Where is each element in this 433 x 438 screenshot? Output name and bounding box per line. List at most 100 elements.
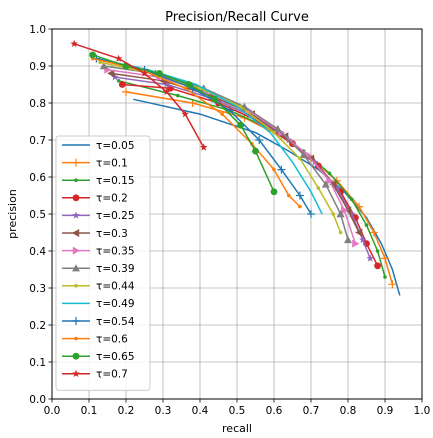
data-point <box>70 39 78 48</box>
legend-item: τ=0.54 <box>62 316 135 328</box>
data-point <box>238 104 243 109</box>
legend-item: τ=0.3 <box>62 228 128 240</box>
y-tick-label: 0.6 <box>29 172 46 184</box>
series-line <box>125 91 394 285</box>
y-axis-label: precision <box>6 189 19 239</box>
data-point <box>326 176 334 185</box>
data-point <box>98 60 102 65</box>
data-point <box>331 212 336 216</box>
legend: τ=0.05 τ=0.1 τ=0.15 τ=0.2 τ=0.25 τ=0.3 τ=0.35 τ… <box>55 135 151 391</box>
legend-item: τ=0.05 <box>62 140 135 152</box>
data-point <box>383 275 387 279</box>
x-tick-label: 1.0 <box>414 405 431 417</box>
data-point <box>99 62 108 70</box>
x-tick-label: 0.4 <box>192 405 209 417</box>
data-point <box>316 186 321 190</box>
legend-item: τ=0.65 <box>62 351 135 363</box>
x-axis-label: recall <box>222 422 252 433</box>
data-point <box>381 254 389 263</box>
data-point <box>116 79 121 83</box>
legend-marker <box>72 194 80 202</box>
legend-label: τ=0.2 <box>96 193 128 205</box>
data-point <box>374 262 381 270</box>
x-tick-label: 0.2 <box>118 405 135 417</box>
series-12 <box>90 56 302 209</box>
legend-label: τ=0.39 <box>96 263 135 275</box>
series-line <box>92 54 275 193</box>
legend-item: τ=0.44 <box>62 281 135 293</box>
legend-item: τ=0.2 <box>62 193 128 205</box>
data-point <box>118 81 126 88</box>
data-point <box>140 69 149 77</box>
x-tick-label: 0.3 <box>155 405 172 417</box>
legend-item: τ=0.49 <box>62 298 135 310</box>
data-point <box>162 80 171 88</box>
data-point <box>199 143 208 151</box>
data-point <box>347 210 356 218</box>
data-point <box>237 121 245 129</box>
x-tick-label: 0.6 <box>266 405 283 417</box>
series-line <box>92 57 301 208</box>
data-point <box>107 69 115 78</box>
legend-item: τ=0.15 <box>62 175 135 187</box>
series-line <box>96 57 312 215</box>
data-point <box>336 210 345 218</box>
legend-label: τ=0.15 <box>96 175 135 187</box>
data-point <box>183 86 187 90</box>
x-tick-label: 0.1 <box>81 405 98 417</box>
data-point <box>375 249 380 253</box>
data-point <box>359 235 367 244</box>
legend-label: τ=0.44 <box>96 281 135 293</box>
data-point <box>333 184 341 192</box>
legend-marker <box>74 284 78 288</box>
legend-item: τ=0.25 <box>62 210 135 222</box>
data-point <box>114 54 123 62</box>
legend-marker <box>74 178 78 182</box>
legend-item: τ=0.7 <box>62 369 128 381</box>
data-point <box>255 136 264 144</box>
data-point <box>270 188 278 196</box>
legend-marker <box>72 246 80 255</box>
legend-marker <box>72 211 80 219</box>
legend-item: τ=0.39 <box>62 263 135 275</box>
data-point <box>352 239 360 248</box>
legend-label: τ=0.49 <box>96 298 135 310</box>
legend-label: τ=0.7 <box>96 369 128 381</box>
data-point <box>273 124 282 133</box>
y-tick-label: 0.5 <box>29 209 46 221</box>
legend-marker <box>74 336 78 341</box>
data-point <box>369 228 378 237</box>
data-point <box>277 165 286 174</box>
data-point <box>122 87 130 96</box>
legend-marker <box>72 264 80 272</box>
y-tick-label: 0.0 <box>29 394 46 406</box>
y-tick-label: 0.8 <box>29 98 46 110</box>
data-point <box>272 130 276 135</box>
legend-label: τ=0.6 <box>96 333 128 345</box>
y-tick-label: 0.7 <box>29 135 46 147</box>
data-point <box>272 167 276 172</box>
data-point <box>111 73 119 81</box>
axis-ticks: 0.0 0.1 0.2 0.3 0.4 0.5 0.6 0.7 0.8 0.9 1.0 0.0 0.1 0… <box>29 24 430 417</box>
data-point <box>332 176 341 185</box>
data-point <box>338 230 343 235</box>
data-point <box>298 204 302 209</box>
legend-label: τ=0.35 <box>96 245 135 257</box>
legend-marker <box>72 317 80 325</box>
y-tick-label: 0.3 <box>29 283 46 295</box>
legend-label: τ=0.54 <box>96 316 135 328</box>
data-point <box>388 280 397 289</box>
data-point <box>252 147 259 155</box>
data-point <box>287 193 291 198</box>
data-point <box>185 81 193 88</box>
y-tick-label: 1.0 <box>29 24 46 36</box>
legend-label: τ=0.25 <box>96 210 135 222</box>
data-point <box>211 95 219 103</box>
y-tick-label: 0.1 <box>29 357 46 369</box>
data-point <box>307 210 315 218</box>
data-series <box>70 39 401 296</box>
legend-item: τ=0.1 <box>62 157 128 169</box>
data-point <box>176 93 180 98</box>
legend-marker <box>72 352 80 360</box>
